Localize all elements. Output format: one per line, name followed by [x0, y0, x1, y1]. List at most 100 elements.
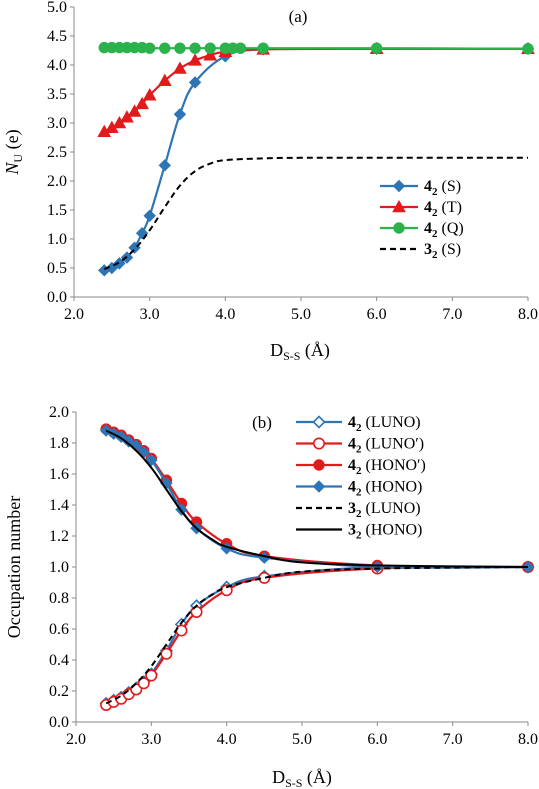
- series-3-s: [103, 156, 528, 271]
- legend-item: 42 (HONO): [296, 479, 422, 499]
- x-tick-label: 7.0: [442, 306, 462, 323]
- legend-marker: [392, 179, 406, 193]
- chart-panel-b: 0.0 0.2 0.4 0.6 0.8 1.0 1.2 1.4 1.6 1.8 2.0 2.0 3.0 4…: [4, 404, 538, 789]
- y-tick-label: 2.0: [49, 404, 69, 421]
- y-tick-label: 0.4: [49, 652, 69, 669]
- data-point: [220, 584, 233, 597]
- legend-marker: [393, 222, 405, 234]
- legend-label: 42 (LUNO): [348, 414, 421, 434]
- data-point: [127, 104, 142, 117]
- legend-label: 32 (LUNO): [348, 500, 421, 520]
- data-point: [113, 257, 126, 270]
- x-tick-label: 3.0: [140, 306, 160, 323]
- x-tick-label: 2.0: [66, 731, 86, 748]
- legend-item: 42 (T): [380, 199, 462, 219]
- data-point: [204, 42, 216, 54]
- x-tick-label: 6.0: [367, 731, 387, 748]
- y-tick-label: 1.2: [49, 528, 69, 545]
- legend-marker: [312, 437, 325, 450]
- series-line: [105, 428, 529, 569]
- legend-label: 32 (S): [424, 241, 461, 261]
- data-point: [203, 48, 218, 61]
- x-axis-title: DS-S (Å): [272, 767, 332, 789]
- x-tick-label: 2.0: [64, 306, 84, 323]
- x-tick-label: 3.0: [141, 731, 161, 748]
- y-tick-label: 3.5: [47, 86, 67, 103]
- legend-item: 32 (HONO): [296, 522, 422, 542]
- data-point: [188, 53, 202, 66]
- data-point: [157, 73, 172, 86]
- legend-marker: [392, 199, 406, 213]
- legend-marker: [313, 459, 325, 471]
- data-point: [234, 42, 247, 54]
- data-point: [135, 96, 149, 110]
- legend-item: 42 (HONO′): [296, 457, 426, 477]
- series-line: [103, 47, 529, 133]
- data-point: [122, 435, 135, 448]
- data-point: [522, 43, 534, 55]
- legend-label: 42 (S): [424, 178, 461, 198]
- y-tick-label: 0.8: [49, 590, 69, 607]
- y-tick-label: 0.5: [47, 260, 67, 277]
- legend-label: 42 (Q): [424, 220, 464, 240]
- x-tick-label: 4.0: [217, 731, 237, 748]
- data-point: [159, 42, 171, 54]
- y-tick-label: 4.5: [47, 28, 67, 45]
- legend-item: 32 (LUNO): [296, 500, 421, 520]
- y-tick-label: 5.0: [47, 0, 67, 16]
- data-point: [160, 647, 173, 660]
- y-tick-label: 1.5: [47, 202, 67, 219]
- data-point: [174, 42, 186, 54]
- series-4-t: [97, 41, 535, 137]
- x-tick-label: 5.0: [291, 306, 311, 323]
- x-axis-title: DS-S (Å): [270, 340, 330, 363]
- series-3-hono: [105, 429, 529, 568]
- y-axis-title: Occupation number: [4, 496, 24, 638]
- legend: 42 (LUNO)42 (LUNO′)42 (HONO′)42 (HONO)32…: [296, 414, 426, 542]
- legend-item: 42 (LUNO): [296, 414, 421, 434]
- series-line: [103, 156, 528, 271]
- legend-label: 42 (HONO′): [348, 457, 426, 477]
- y-tick-label: 1.0: [49, 559, 69, 576]
- x-tick-label: 7.0: [443, 731, 463, 748]
- data-point: [143, 42, 156, 54]
- legend-item: 42 (Q): [380, 220, 464, 240]
- data-point: [142, 88, 157, 101]
- legend-label: 42 (HONO): [348, 479, 422, 499]
- y-tick-label: 2.5: [47, 144, 67, 161]
- series-line: [105, 566, 529, 705]
- y-tick-label: 0.0: [47, 289, 67, 306]
- legend-item: 42 (S): [380, 178, 461, 198]
- data-point: [175, 624, 188, 637]
- data-point: [370, 42, 383, 54]
- x-tick-label: 8.0: [518, 306, 538, 323]
- data-point: [257, 42, 269, 54]
- legend: 42 (S)42 (T)42 (Q)32 (S): [380, 178, 464, 261]
- legend-label: 42 (T): [424, 199, 462, 219]
- data-point: [145, 669, 158, 682]
- y-tick-label: 4.0: [47, 57, 67, 74]
- x-tick-label: 5.0: [292, 731, 312, 748]
- series-3-luno: [105, 566, 529, 705]
- panel-label: (b): [252, 413, 272, 432]
- legend-item: 32 (S): [380, 241, 461, 261]
- series-line: [105, 429, 529, 568]
- chart-panel-a: 0.0 0.5 1.0 1.5 2.0 2.5 3.0 3.5 4.0 4.5 5.0 2.0 3.0 4…: [2, 0, 538, 363]
- x-tick-label: 6.0: [367, 306, 387, 323]
- series-4-luno: [100, 560, 534, 711]
- legend-item: 42 (LUNO′): [296, 436, 424, 456]
- x-tick-label: 8.0: [518, 731, 538, 748]
- series-line: [105, 565, 529, 706]
- x-tick-label: 4.0: [215, 306, 235, 323]
- data-point: [189, 42, 201, 54]
- legend-marker: [312, 480, 326, 493]
- data-point: [188, 76, 202, 89]
- y-tick-label: 1.4: [49, 497, 69, 514]
- y-tick-label: 3.0: [47, 115, 67, 132]
- data-point: [137, 677, 150, 690]
- legend-label: 42 (LUNO′): [348, 436, 424, 456]
- legend-marker: [312, 415, 326, 429]
- data-point: [258, 571, 271, 584]
- data-point: [173, 108, 187, 121]
